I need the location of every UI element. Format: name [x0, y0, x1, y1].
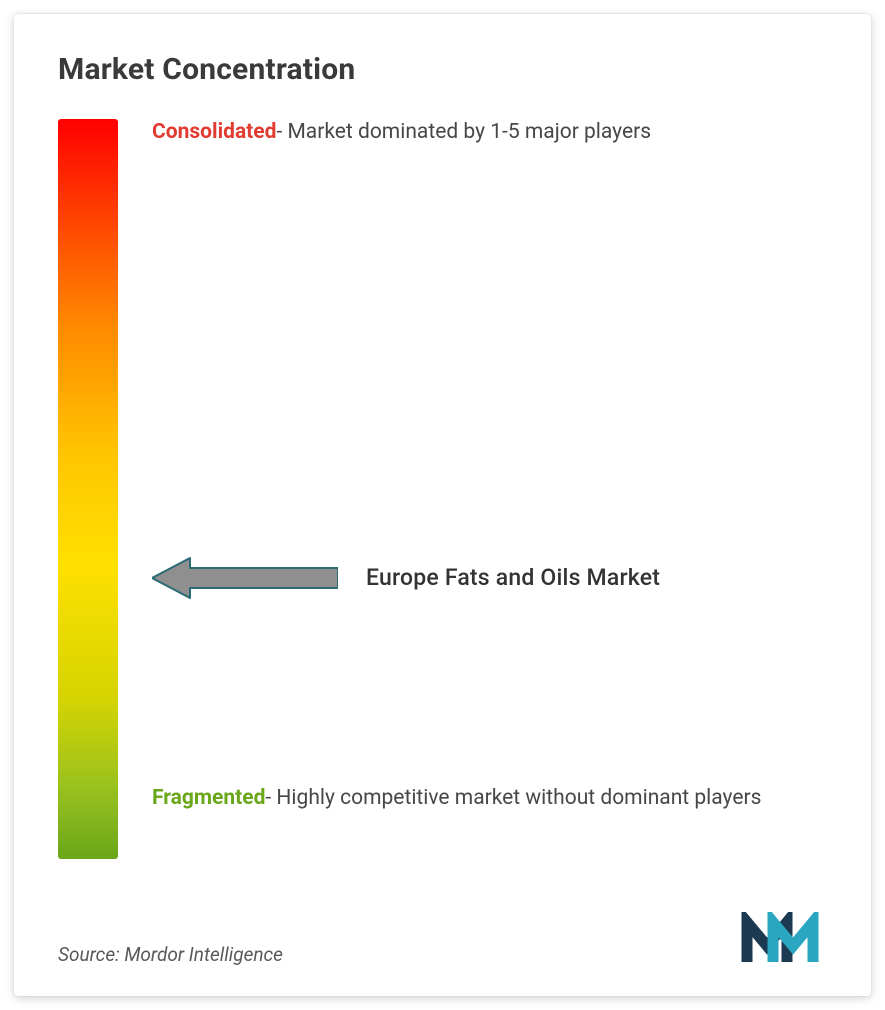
- consolidated-label: Consolidated- Market dominated by 1-5 ma…: [152, 113, 817, 153]
- market-name-label: Europe Fats and Oils Market: [366, 564, 660, 591]
- concentration-gradient-bar: [58, 119, 118, 859]
- infographic-title: Market Concentration: [58, 52, 827, 87]
- brand-logo-icon: [741, 912, 827, 966]
- fragmented-label: Fragmented- Highly competitive market wi…: [152, 779, 817, 819]
- consolidated-lead: Consolidated: [152, 120, 276, 144]
- footer: Source: Mordor Intelligence: [58, 912, 827, 966]
- infographic-body: Consolidated- Market dominated by 1-5 ma…: [58, 119, 827, 859]
- consolidated-rest: - Market dominated by 1-5 major players: [276, 120, 651, 144]
- pointer-row: Europe Fats and Oils Market: [152, 556, 827, 600]
- pointer-arrow-icon: [152, 556, 338, 600]
- infographic-card: Market Concentration Consolidated- Marke…: [14, 14, 871, 996]
- fragmented-lead: Fragmented: [152, 786, 265, 810]
- labels-column: Consolidated- Market dominated by 1-5 ma…: [152, 119, 827, 859]
- fragmented-rest: - Highly competitive market without domi…: [265, 786, 761, 810]
- source-text: Source: Mordor Intelligence: [58, 943, 283, 966]
